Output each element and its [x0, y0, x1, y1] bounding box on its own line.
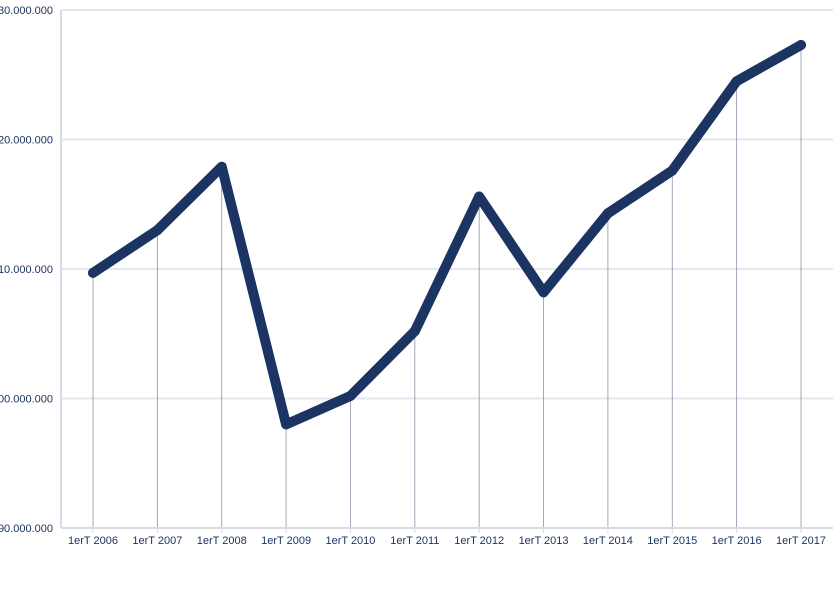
data-point — [281, 419, 292, 430]
data-point — [731, 76, 742, 87]
data-point — [345, 390, 356, 401]
x-tick-label: 1erT 2007 — [132, 535, 182, 547]
drop-lines — [92, 44, 802, 528]
y-tick-label: 110.000.000 — [0, 264, 53, 276]
axes — [60, 10, 833, 529]
x-tick-label: 1erT 2016 — [712, 535, 762, 547]
data-point — [667, 165, 678, 176]
x-tick-label: 1erT 2009 — [261, 535, 311, 547]
x-tick-label: 1erT 2011 — [390, 535, 439, 547]
y-tick-label: 90.000.000 — [0, 523, 53, 535]
x-tick-label: 1erT 2013 — [519, 535, 569, 547]
data-point — [409, 326, 420, 337]
x-tick-label: 1erT 2017 — [776, 535, 826, 547]
x-tick-label: 1erT 2008 — [197, 535, 247, 547]
series-group — [88, 39, 806, 430]
data-point — [216, 161, 227, 172]
x-tick-label: 1erT 2006 — [68, 535, 118, 547]
y-tick-label: 120.000.000 — [0, 135, 53, 147]
data-point — [152, 225, 163, 236]
x-tick-label: 1erT 2015 — [647, 535, 697, 547]
data-point — [602, 208, 613, 219]
data-point — [538, 287, 549, 298]
y-axis-tick-labels: 90.000.000 100.000.000 110.000.000 120.000.… — [0, 5, 53, 535]
x-tick-label: 1erT 2014 — [583, 535, 633, 547]
x-tick-label: 1erT 2012 — [454, 535, 504, 547]
x-axis-tick-labels: 1erT 2006 1erT 2007 1erT 2008 1erT 2009 1erT… — [68, 528, 826, 547]
data-point — [88, 267, 98, 278]
series-line — [88, 39, 806, 430]
data-point — [796, 39, 806, 50]
x-tick-label: 1erT 2010 — [325, 535, 375, 547]
y-tick-label: 130.000.000 — [0, 5, 53, 17]
y-tick-label: 100.000.000 — [0, 394, 53, 406]
data-point — [474, 191, 485, 202]
